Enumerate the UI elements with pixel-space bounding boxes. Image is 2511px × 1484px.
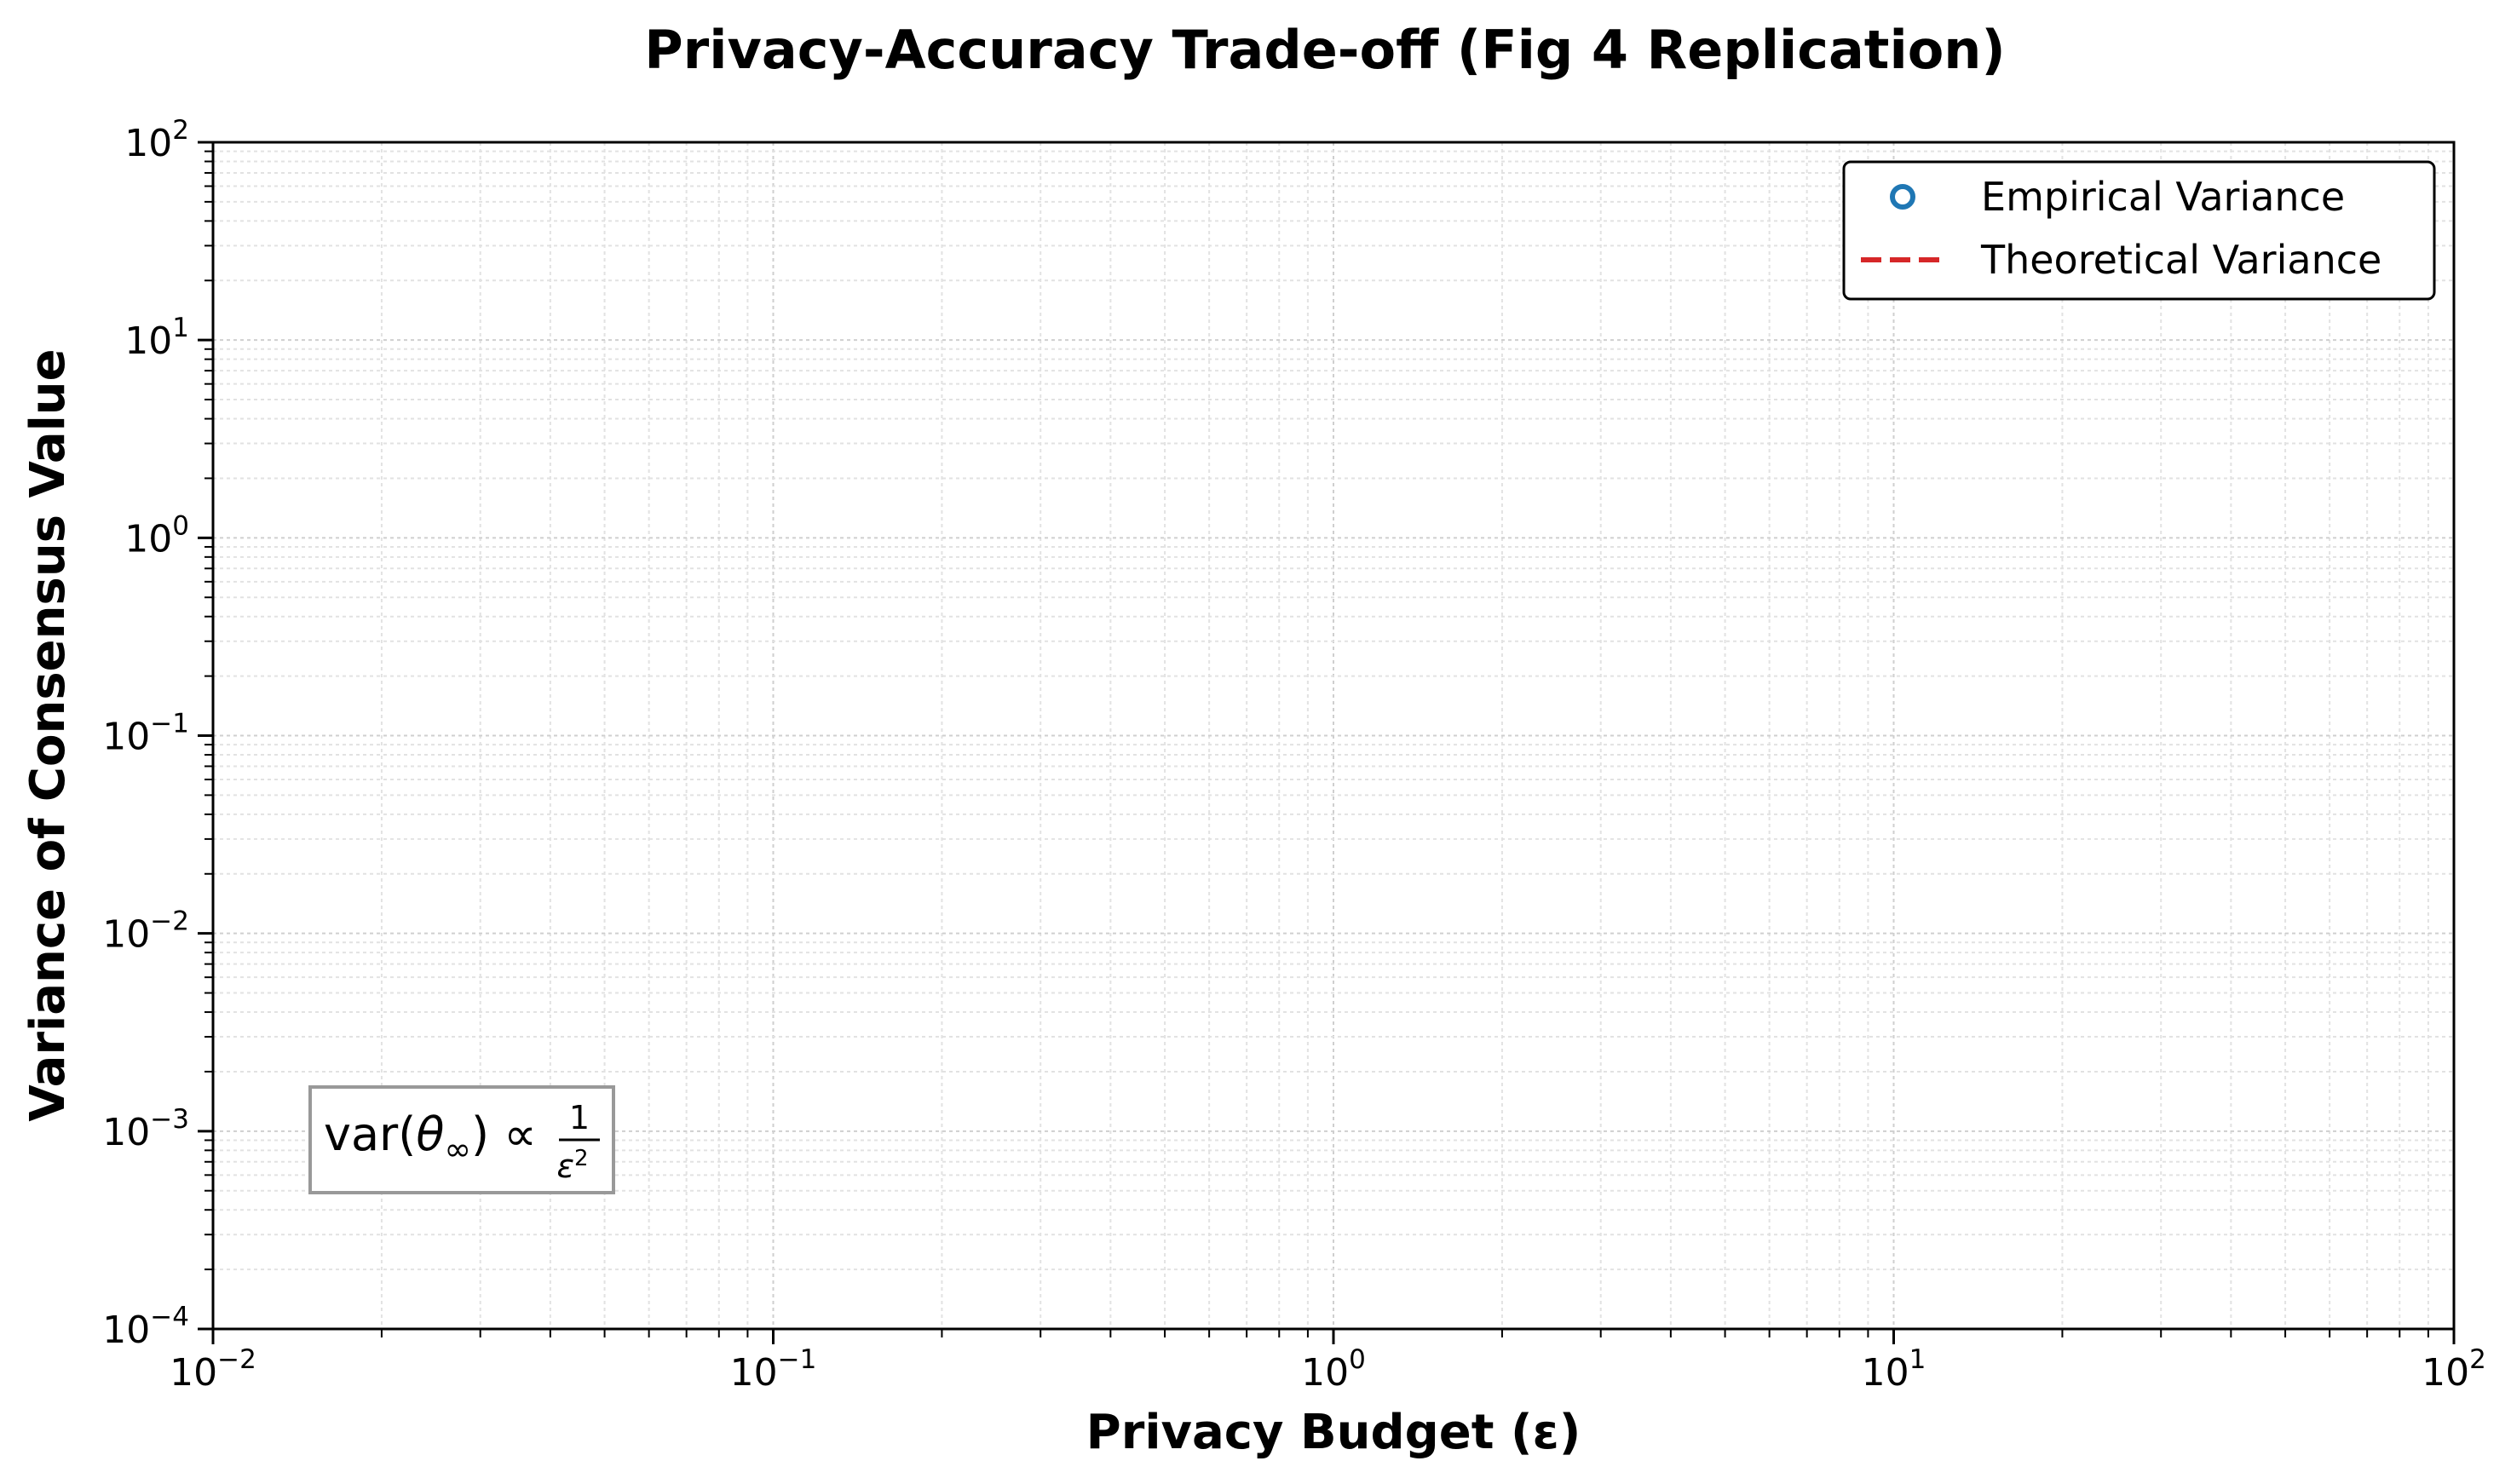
x-tick-label: 101: [1862, 1344, 1926, 1395]
legend-empirical-label: Empirical Variance: [1981, 174, 2345, 220]
annotation-numerator: 1: [569, 1099, 590, 1136]
legend-box: [1842, 160, 2436, 301]
y-tick-label: 10−4: [102, 1302, 189, 1352]
x-axis-label: Privacy Budget (ε): [1086, 1405, 1581, 1460]
x-tick-label: 10−1: [730, 1344, 817, 1395]
annotation-formula: var(θ∞) ∝: [324, 1107, 537, 1168]
legend-empirical-marker: [1890, 184, 1915, 210]
y-tick-label: 100: [124, 510, 189, 561]
legend: Empirical Variance Theoretical Variance: [1842, 160, 2436, 301]
x-tick-label: 10−2: [170, 1344, 256, 1395]
x-tick-label: 100: [1301, 1344, 1366, 1395]
x-tick-label: 102: [2422, 1344, 2486, 1395]
y-axis-label: Variance of Consensus Value: [20, 348, 76, 1121]
y-tick-label: 10−3: [102, 1104, 189, 1154]
annotation-denominator: ε2: [556, 1146, 588, 1185]
legend-theoretical-label: Theoretical Variance: [1980, 237, 2381, 283]
x-axis-ticks: 10−2 10−1 100 101 102: [170, 1329, 2486, 1395]
y-tick-label: 10−1: [102, 709, 189, 759]
y-tick-label: 101: [124, 313, 189, 363]
y-tick-label: 102: [124, 115, 189, 165]
chart-title: Privacy-Accuracy Trade-off (Fig 4 Replic…: [644, 19, 2006, 81]
y-tick-label: 10−2: [102, 906, 189, 957]
grid: [212, 142, 2454, 1330]
formula-annotation: var(θ∞) ∝ 1 ε2: [308, 1085, 615, 1194]
y-axis-ticks: 10−4 10−3 10−2 10−1 100 101 102: [102, 115, 213, 1352]
